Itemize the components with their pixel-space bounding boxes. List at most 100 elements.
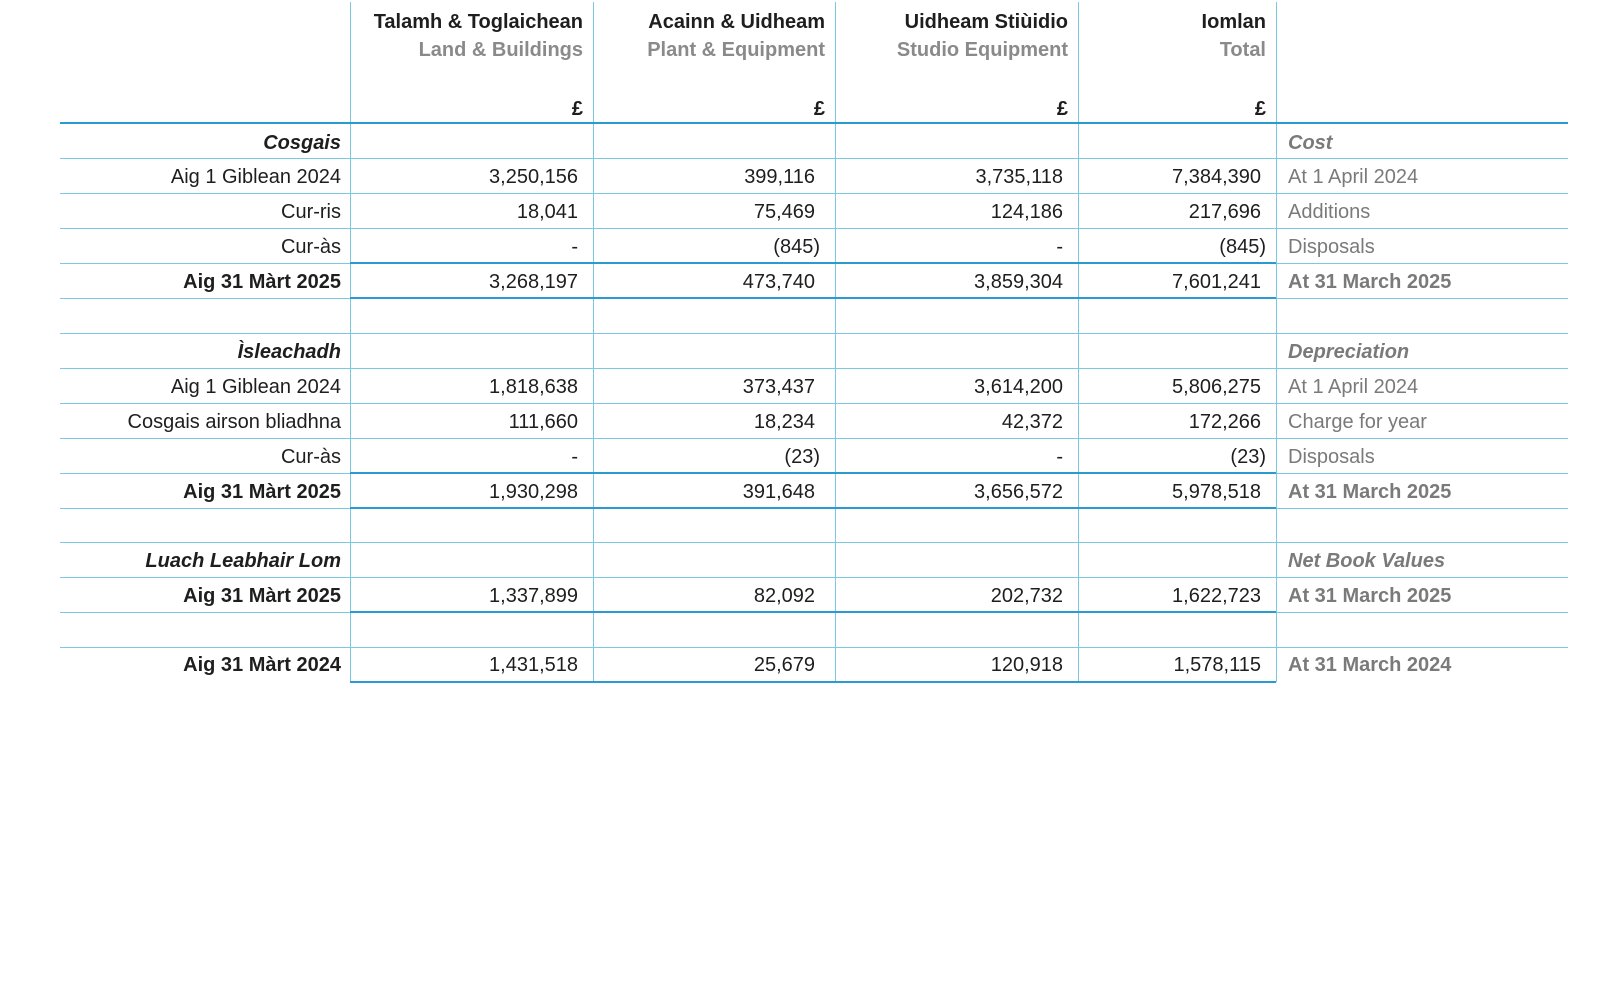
row-label-gaelic: Aig 31 Màrt 2025	[183, 585, 341, 607]
section-heading-gaelic: Ìsleachadh	[237, 341, 341, 363]
row-label-gaelic: Aig 1 Giblean 2024	[170, 376, 341, 398]
value-cell: 391,648	[742, 481, 815, 503]
column-header-gaelic: Uidheam Stiùidio	[904, 11, 1068, 33]
value-cell: 18,041	[516, 201, 578, 223]
value-cell: (845)	[773, 236, 820, 258]
currency-symbol: £	[1254, 98, 1266, 120]
section-heading-english: Depreciation	[1288, 341, 1410, 363]
column-header-english: Land & Buildings	[418, 39, 583, 61]
value-cell: 373,437	[742, 376, 815, 398]
section-heading-gaelic: Luach Leabhair Lom	[145, 550, 341, 572]
row-label-gaelic: Cur-ris	[281, 201, 341, 223]
total-rule	[350, 297, 1276, 299]
value-cell: 5,978,518	[1172, 481, 1261, 503]
value-cell: 18,234	[753, 411, 815, 433]
currency-symbol: £	[571, 98, 583, 120]
column-divider	[593, 2, 594, 682]
value-cell: 25,679	[753, 654, 815, 676]
header-rule	[60, 122, 1568, 124]
value-cell: (23)	[784, 446, 820, 468]
value-cell: 111,660	[508, 411, 578, 433]
column-header-english: Plant & Equipment	[647, 39, 825, 61]
row-rule	[60, 438, 1568, 439]
total-rule	[350, 611, 1276, 613]
row-label-english: Disposals	[1288, 446, 1375, 468]
subtotal-rule	[350, 262, 1276, 264]
value-cell: -	[571, 236, 578, 258]
value-cell: 473,740	[742, 271, 815, 293]
value-cell: 5,806,275	[1172, 376, 1261, 398]
value-cell: 1,578,115	[1173, 654, 1262, 676]
row-label-gaelic: Aig 31 Màrt 2024	[183, 654, 341, 676]
value-cell: 3,859,304	[974, 271, 1063, 293]
column-header-gaelic: Talamh & Toglaichean	[373, 11, 583, 33]
value-cell: 172,266	[1188, 411, 1261, 433]
currency-symbol: £	[1056, 98, 1068, 120]
row-rule	[60, 333, 1568, 334]
row-label-gaelic: Cosgais airson bliadhna	[127, 411, 341, 433]
value-cell: 1,622,723	[1172, 585, 1261, 607]
row-label-english: At 1 April 2024	[1288, 376, 1419, 398]
value-cell: 3,735,118	[975, 166, 1064, 188]
row-rule	[60, 577, 1568, 578]
value-cell: 75,469	[753, 201, 815, 223]
column-divider	[350, 2, 351, 682]
section-heading-english: Cost	[1288, 132, 1333, 154]
value-cell: 1,337,899	[489, 585, 578, 607]
column-divider	[835, 2, 836, 682]
value-cell: 3,614,200	[974, 376, 1063, 398]
column-header-gaelic: Acainn & Uidheam	[648, 11, 825, 33]
value-cell: 42,372	[1001, 411, 1063, 433]
row-label-gaelic: Cur-às	[280, 446, 341, 468]
row-label-english: At 31 March 2025	[1288, 271, 1452, 293]
row-rule	[60, 228, 1568, 229]
currency-symbol: £	[813, 98, 825, 120]
row-rule	[60, 403, 1568, 404]
row-rule	[60, 158, 1568, 159]
row-label-english: At 1 April 2024	[1288, 166, 1419, 188]
total-rule	[350, 681, 1276, 683]
row-label-english: At 31 March 2025	[1288, 585, 1452, 607]
row-label-gaelic: Aig 31 Màrt 2025	[183, 481, 341, 503]
value-cell: 1,930,298	[489, 481, 578, 503]
value-cell: (23)	[1230, 446, 1266, 468]
row-rule	[60, 193, 1568, 194]
row-label-english: At 31 March 2025	[1288, 481, 1452, 503]
row-label-english: At 31 March 2024	[1288, 654, 1452, 676]
row-label-gaelic: Cur-às	[280, 236, 341, 258]
value-cell: -	[571, 446, 578, 468]
value-cell: 202,732	[990, 585, 1063, 607]
column-divider	[1078, 2, 1079, 682]
column-header-gaelic: Iomlan	[1201, 11, 1266, 33]
row-label-gaelic: Aig 1 Giblean 2024	[170, 166, 341, 188]
row-label-gaelic: Aig 31 Màrt 2025	[183, 271, 341, 293]
value-cell: 82,092	[753, 585, 815, 607]
value-cell: 124,186	[990, 201, 1063, 223]
value-cell: 7,384,390	[1172, 166, 1261, 188]
value-cell: 120,918	[990, 654, 1063, 676]
value-cell: (845)	[1219, 236, 1266, 258]
value-cell: 3,250,156	[489, 166, 578, 188]
row-rule	[60, 542, 1568, 543]
column-header-english: Studio Equipment	[896, 39, 1068, 61]
value-cell: -	[1056, 236, 1063, 258]
section-heading-english: Net Book Values	[1288, 550, 1446, 572]
row-label-english: Additions	[1288, 201, 1371, 223]
row-label-english: Disposals	[1288, 236, 1375, 258]
row-label-english: Charge for year	[1288, 411, 1427, 433]
value-cell: 1,431,518	[489, 654, 578, 676]
column-header-english: Total	[1219, 39, 1266, 61]
row-rule	[60, 647, 1568, 648]
subtotal-rule	[350, 472, 1276, 474]
value-cell: 3,268,197	[489, 271, 578, 293]
total-rule	[350, 507, 1276, 509]
value-cell: -	[1056, 446, 1063, 468]
column-divider	[1276, 2, 1277, 682]
value-cell: 3,656,572	[974, 481, 1063, 503]
row-rule	[60, 368, 1568, 369]
value-cell: 7,601,241	[1172, 271, 1261, 293]
value-cell: 1,818,638	[489, 376, 578, 398]
value-cell: 217,696	[1188, 201, 1261, 223]
value-cell: 399,116	[744, 166, 815, 188]
